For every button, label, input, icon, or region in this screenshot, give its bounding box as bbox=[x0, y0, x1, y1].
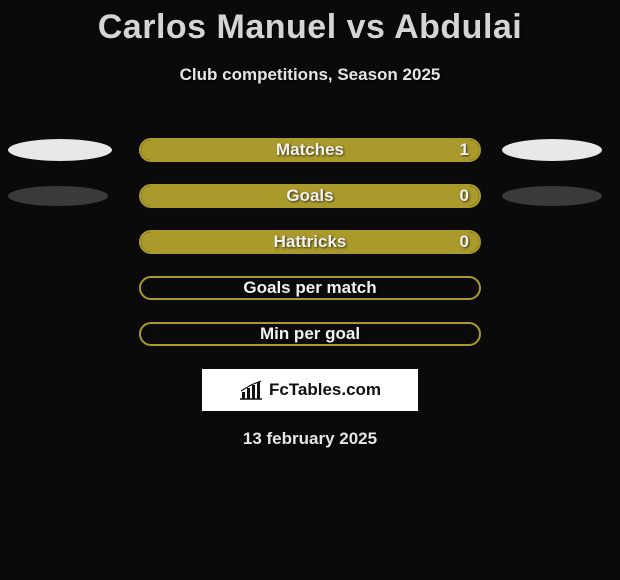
stat-value: 0 bbox=[460, 186, 469, 206]
stat-label: Hattricks bbox=[274, 232, 347, 252]
subtitle: Club competitions, Season 2025 bbox=[0, 65, 620, 85]
player-right-ellipse bbox=[502, 186, 602, 206]
stat-bar: Goals 0 bbox=[139, 184, 481, 208]
stat-row: Goals 0 bbox=[0, 173, 620, 219]
date-label: 13 february 2025 bbox=[0, 429, 620, 449]
stat-bar: Goals per match bbox=[139, 276, 481, 300]
stat-rows: Matches 1 Goals 0 Hattricks 0 Goals per match M… bbox=[0, 127, 620, 357]
player-left-ellipse bbox=[8, 186, 108, 206]
stat-row: Hattricks 0 bbox=[0, 219, 620, 265]
player-right-ellipse bbox=[502, 139, 602, 161]
page-title: Carlos Manuel vs Abdulai bbox=[0, 8, 620, 47]
stat-label: Goals bbox=[286, 186, 333, 206]
stat-row: Min per goal bbox=[0, 311, 620, 357]
stat-label: Matches bbox=[276, 140, 344, 160]
stat-row: Matches 1 bbox=[0, 127, 620, 173]
stat-label: Goals per match bbox=[243, 278, 376, 298]
comparison-infographic: Carlos Manuel vs Abdulai Club competitio… bbox=[0, 0, 620, 449]
stat-bar: Hattricks 0 bbox=[139, 230, 481, 254]
stat-row: Goals per match bbox=[0, 265, 620, 311]
stat-label: Min per goal bbox=[260, 324, 360, 344]
player-left-ellipse bbox=[8, 139, 112, 161]
brand-text: FcTables.com bbox=[269, 380, 381, 400]
brand-box[interactable]: FcTables.com bbox=[202, 369, 418, 411]
stat-value: 0 bbox=[460, 232, 469, 252]
stat-bar: Matches 1 bbox=[139, 138, 481, 162]
stat-bar: Min per goal bbox=[139, 322, 481, 346]
stat-value: 1 bbox=[460, 140, 469, 160]
brand-inner: FcTables.com bbox=[239, 380, 381, 400]
bar-chart-icon bbox=[239, 380, 263, 400]
